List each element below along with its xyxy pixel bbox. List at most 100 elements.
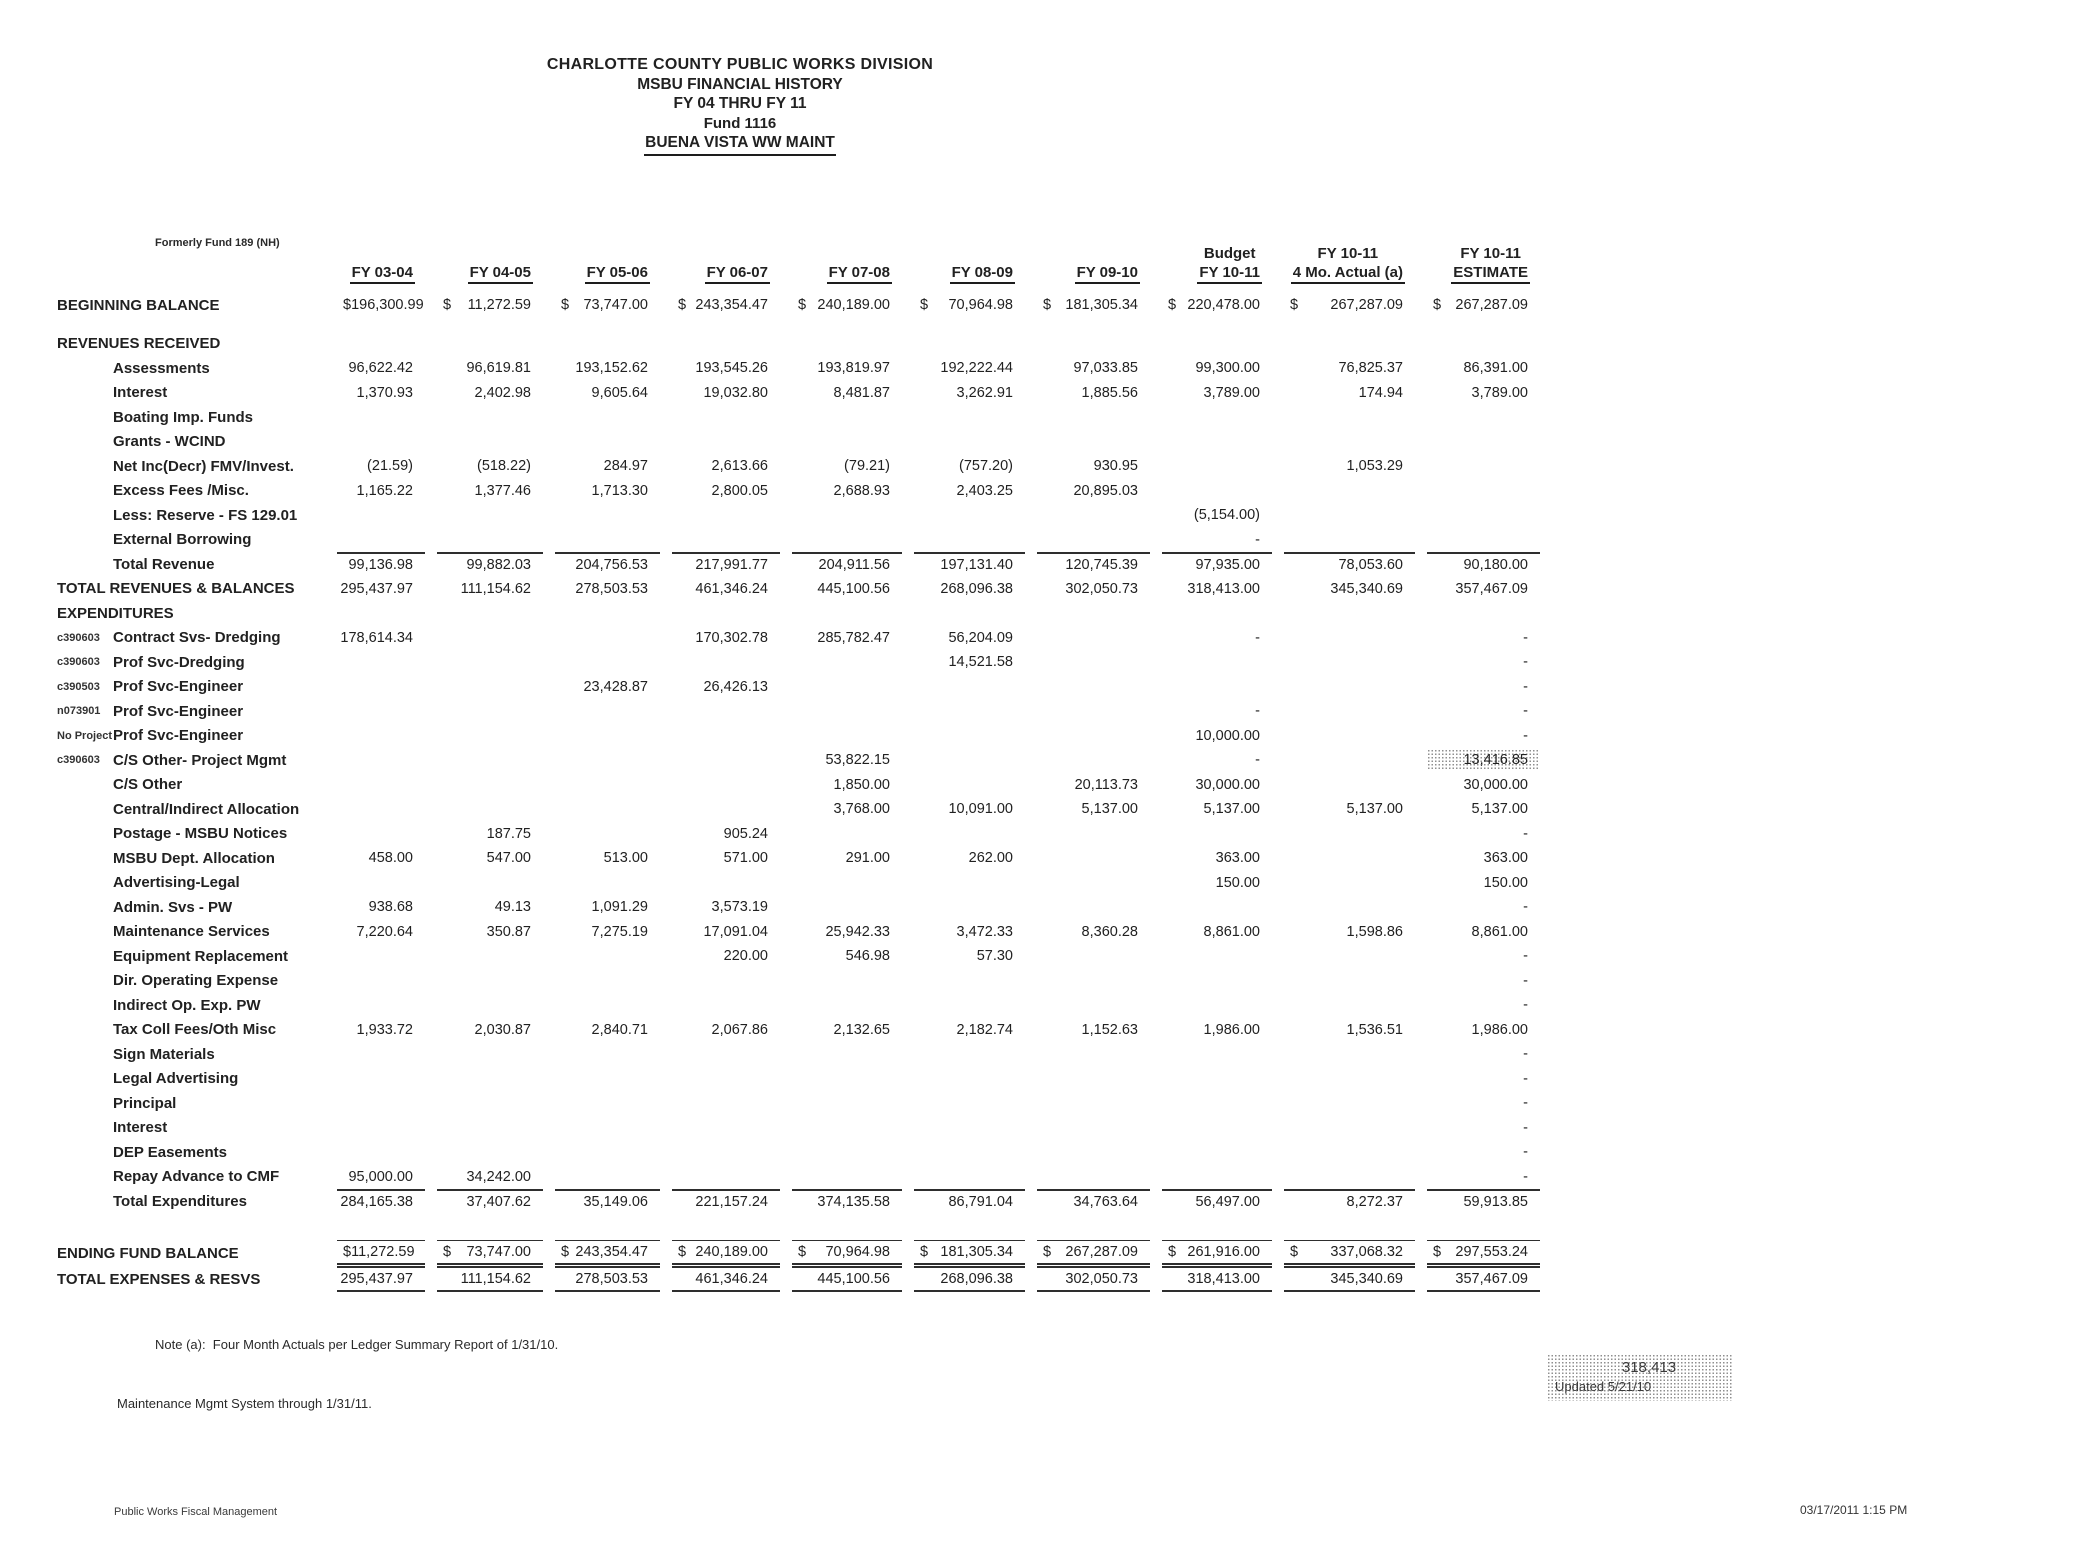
cell-value: 59,913.85	[1415, 1189, 1540, 1214]
dollar-sign: $	[1290, 1243, 1299, 1260]
cell-value: 111,154.62	[460, 580, 531, 597]
cell-value: 930.95	[1093, 458, 1138, 475]
cell-value: 150.00	[1215, 874, 1260, 891]
project-code	[55, 1165, 113, 1190]
column-header-row: FY 03-04 FY 04-05 FY 05-06 FY 06-07 FY 07-08…	[55, 226, 1540, 293]
cell-value: 7,220.64	[356, 923, 413, 940]
row-label: Less: Reserve - FS 129.01	[113, 506, 298, 524]
cell-value	[780, 871, 902, 896]
row-label: Principal	[113, 1094, 177, 1112]
cell-value: $240,189.00	[660, 1239, 780, 1268]
cell-value: (757.20)	[958, 458, 1013, 475]
cell-value: 8,360.28	[1081, 923, 1138, 940]
cell-value	[1272, 993, 1415, 1018]
cell-value: 357,467.09	[1455, 580, 1528, 597]
dollar-sign: $	[920, 297, 929, 314]
table-row: MSBU Dept. Allocation 458.00 547.00 513.00 5…	[55, 846, 1540, 871]
cell-value: 2,800.05	[711, 482, 768, 499]
row-label: Equipment Replacement	[113, 947, 289, 965]
cell-value: -	[1255, 629, 1260, 646]
cell-value: 547.00	[486, 850, 531, 867]
cell-value: 345,340.69	[1272, 1268, 1415, 1293]
cell-value: 170,302.78	[695, 629, 768, 646]
table-row: c390603 Prof Svc-Dredging 14,521.58 -	[55, 650, 1540, 675]
cell-value	[1025, 675, 1150, 700]
dollar-sign: $	[1043, 1243, 1052, 1260]
cell-value	[543, 944, 660, 969]
cell-value: 1,165.22	[356, 482, 413, 499]
row-label: Prof Svc-Engineer	[113, 678, 244, 696]
cell-value	[425, 871, 543, 896]
cell-value: -	[1523, 948, 1528, 965]
cell-value	[1272, 626, 1415, 651]
cell-value: 193,545.26	[695, 360, 768, 377]
cell-value	[1025, 944, 1150, 969]
cell-value	[780, 895, 902, 920]
cell-value	[1150, 405, 1272, 430]
dollar-sign: $	[443, 297, 452, 314]
dollar-sign: $	[678, 297, 687, 314]
cell-value: 1,850.00	[833, 776, 890, 793]
cell-value: $243,354.47	[660, 293, 780, 318]
footer-department: Public Works Fiscal Management	[114, 1506, 278, 1518]
cell-value	[1272, 895, 1415, 920]
cell-value: 197,131.40	[902, 552, 1025, 577]
cell-value	[325, 503, 425, 528]
cell-value	[425, 773, 543, 798]
cell-value	[1025, 822, 1150, 847]
project-code	[55, 969, 113, 994]
cell-value	[660, 1091, 780, 1116]
cell-value: 8,272.37	[1272, 1189, 1415, 1214]
cell-value	[780, 650, 902, 675]
cell-value	[660, 724, 780, 749]
dollar-sign: $	[798, 1243, 807, 1260]
cell-value: -	[1523, 1119, 1528, 1136]
cell-value: 268,096.38	[902, 1268, 1025, 1293]
cell-value	[902, 1140, 1025, 1165]
cell-value: 10,000.00	[1195, 727, 1260, 744]
cell-value: 99,300.00	[1195, 360, 1260, 377]
row-label: Prof Svc-Dredging	[113, 653, 245, 671]
cell-value: -	[1255, 703, 1260, 720]
cell-value: (518.22)	[476, 458, 531, 475]
cell-value: 513.00	[603, 850, 648, 867]
cell-value: 193,819.97	[817, 360, 890, 377]
cell-value	[780, 699, 902, 724]
cell-value: 291.00	[845, 850, 890, 867]
cell-value	[1272, 699, 1415, 724]
cell-value: 3,262.91	[956, 384, 1013, 401]
cell-value	[325, 969, 425, 994]
cell-value	[902, 699, 1025, 724]
cell-value: 2,182.74	[956, 1021, 1013, 1038]
cell-value	[1025, 1140, 1150, 1165]
project-code	[55, 430, 113, 455]
project-code	[55, 454, 113, 479]
cell-value	[325, 773, 425, 798]
cell-value	[1272, 871, 1415, 896]
table-row: Central/Indirect Allocation 3,768.00 10,09…	[55, 797, 1540, 822]
row-label: MSBU Dept. Allocation	[113, 849, 275, 867]
cell-value: $73,747.00	[425, 1239, 543, 1268]
cell-value	[1272, 724, 1415, 749]
cell-value	[1150, 822, 1272, 847]
row-label: Total Revenue	[113, 555, 215, 573]
cell-value	[1272, 1067, 1415, 1092]
cell-value	[1025, 1067, 1150, 1092]
cell-value: 86,391.00	[1463, 360, 1528, 377]
cell-value: $11,272.59	[325, 1239, 425, 1268]
row-label: BEGINNING BALANCE	[57, 296, 220, 314]
cell-value	[660, 503, 780, 528]
cell-value: 187.75	[486, 825, 531, 842]
cell-value	[1272, 822, 1415, 847]
cell-value: 78,053.60	[1272, 552, 1415, 577]
cell-value	[543, 773, 660, 798]
section-label: EXPENDITURES	[57, 604, 174, 622]
project-code	[55, 1042, 113, 1067]
project-code	[55, 552, 113, 577]
cell-value	[1025, 1091, 1150, 1116]
cell-value	[543, 1067, 660, 1092]
cell-value	[325, 1042, 425, 1067]
cell-value: $11,272.59	[425, 293, 543, 318]
cell-value: 204,911.56	[780, 552, 902, 577]
